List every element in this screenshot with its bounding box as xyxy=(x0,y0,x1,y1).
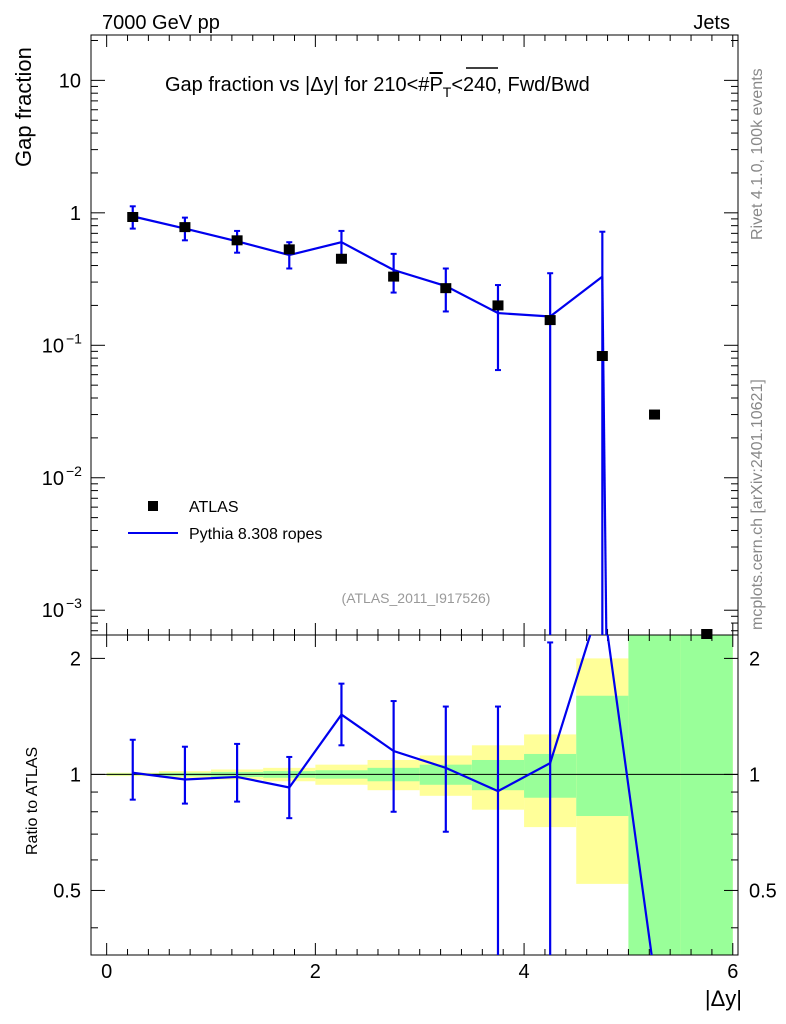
ratio-y-tick-label-left: 0.5 xyxy=(53,880,81,902)
main-ylabel: Gap fraction xyxy=(11,47,36,167)
ratio-y-tick-label-right: 0.5 xyxy=(749,880,777,902)
legend-data-label: ATLAS xyxy=(189,499,239,516)
mc-series-main xyxy=(129,205,608,636)
ratio-ylabel: Ratio to ATLAS xyxy=(24,747,41,855)
analysis-label: (ATLAS_2011_I917526) xyxy=(342,590,491,606)
data-series-main xyxy=(127,211,713,639)
main-y-tick-label: 1 xyxy=(70,203,81,225)
data-point xyxy=(649,409,661,420)
main-y-tick-exponent: −2 xyxy=(66,463,82,479)
main-y-tick-label: 10 xyxy=(42,335,64,357)
data-point xyxy=(492,300,504,311)
data-point xyxy=(179,222,191,233)
data-point xyxy=(388,271,400,282)
ratio-band-inner xyxy=(680,635,733,955)
x-tick-label: 4 xyxy=(519,961,530,983)
ratio-band-inner xyxy=(576,695,629,817)
legend-mc-label: Pythia 8.308 ropes xyxy=(189,526,322,543)
plot-title-pre: Gap fraction vs |Δy| for 210<# xyxy=(165,74,430,96)
energy-label: 7000 GeV pp xyxy=(102,12,220,34)
main-y-tick-label: 10 xyxy=(59,70,81,92)
ratio-y-tick-label-left: 1 xyxy=(70,764,81,786)
category-label: Jets xyxy=(693,12,730,34)
main-y-tick-label: 10 xyxy=(42,468,64,490)
main-y-tick-label: 10 xyxy=(42,600,64,622)
x-tick-label: 2 xyxy=(310,961,321,983)
main-y-tick-exponent: −3 xyxy=(66,595,82,611)
mc-series-ratio xyxy=(129,635,653,955)
ratio-y-tick-label-right: 1 xyxy=(749,764,760,786)
data-point xyxy=(544,315,556,326)
xlabel: |Δy| xyxy=(705,986,742,1011)
main-y-tick-exponent: −1 xyxy=(66,330,82,346)
ratio-plot-frame xyxy=(90,634,739,956)
data-point xyxy=(231,235,243,246)
plot-title-t: T xyxy=(443,84,452,100)
plot-title-post: <240, Fwd/Bwd xyxy=(451,74,589,96)
data-point xyxy=(701,629,713,639)
ratio-bands xyxy=(106,635,733,955)
x-tick-label: 0 xyxy=(101,961,112,983)
data-point xyxy=(596,351,608,362)
plot-title-p: P xyxy=(429,74,442,96)
axis-ticks xyxy=(91,35,738,955)
mc-main-line xyxy=(132,215,604,318)
legend-data-marker xyxy=(148,501,158,511)
data-point xyxy=(283,244,295,255)
ratio-y-tick-label-right: 2 xyxy=(749,648,760,670)
data-point xyxy=(127,211,139,222)
x-tick-label: 6 xyxy=(727,961,738,983)
mcplots-label: mcplots.cern.ch [arXiv:2401.10621] xyxy=(749,379,766,630)
rivet-label: Rivet 4.1.0, 100k events xyxy=(749,68,766,240)
main-plot-frame xyxy=(90,34,739,636)
data-point xyxy=(440,283,452,294)
plot-title: Gap fraction vs |Δy| for 210<#PT<240, Fw… xyxy=(165,74,590,100)
data-point xyxy=(335,253,347,264)
ratio-band-inner xyxy=(628,635,681,955)
ratio-y-tick-label-left: 2 xyxy=(70,648,81,670)
